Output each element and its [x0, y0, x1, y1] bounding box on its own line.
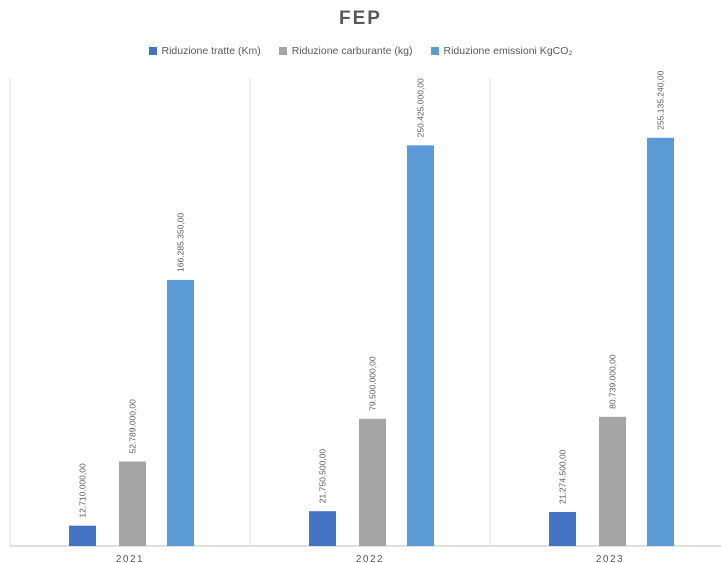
data-label: 166.285.350,00	[176, 213, 186, 272]
bar	[407, 145, 434, 546]
data-label: 250.425.000,00	[416, 78, 426, 137]
data-label: 255.135.240,00	[656, 70, 666, 129]
data-label: 52.789.000,00	[128, 399, 138, 454]
x-tick-label: 2022	[356, 554, 384, 563]
legend-item-carburante: Riduzione carburante (kg)	[278, 45, 413, 57]
legend-label-carburante: Riduzione carburante (kg)	[291, 45, 413, 57]
data-label: 12.710.000,00	[78, 463, 88, 518]
bar	[167, 279, 194, 546]
legend-label-tratte: Riduzione tratte (Km)	[161, 45, 261, 57]
data-label: 79.500.000,00	[368, 356, 378, 411]
x-tick-label: 2023	[596, 554, 624, 563]
chart-title: FEP	[339, 8, 382, 29]
legend-swatch-carburante	[278, 47, 287, 55]
legend-label-emissioni: Riduzione emissioni KgCO₂	[443, 45, 573, 57]
x-tick-label: 2021	[116, 554, 144, 563]
data-label: 21.274.500,00	[558, 449, 568, 504]
legend-item-tratte: Riduzione tratte (Km)	[148, 45, 261, 57]
bar	[119, 461, 146, 546]
legend-swatch-emissioni	[430, 47, 439, 55]
bar	[359, 418, 386, 546]
bar	[599, 416, 626, 546]
bar	[549, 511, 576, 546]
bar	[647, 137, 674, 546]
bar	[69, 525, 96, 546]
legend-swatch-tratte	[148, 47, 157, 55]
data-label: 80.739.000,00	[608, 354, 618, 409]
legend-item-emissioni: Riduzione emissioni KgCO₂	[430, 45, 573, 57]
bar	[309, 511, 336, 546]
legend: Riduzione tratte (Km) Riduzione carburan…	[0, 45, 721, 57]
data-label: 21.750.500,00	[318, 449, 328, 504]
